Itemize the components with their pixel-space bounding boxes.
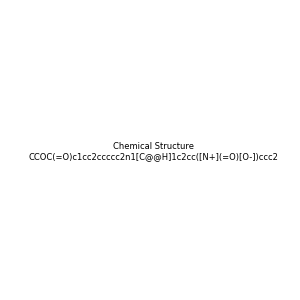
Text: Chemical Structure
CCOC(=O)c1cc2ccccc2n1[C@@H]1c2cc([N+](=O)[O-])ccc2: Chemical Structure CCOC(=O)c1cc2ccccc2n1…	[29, 142, 279, 161]
